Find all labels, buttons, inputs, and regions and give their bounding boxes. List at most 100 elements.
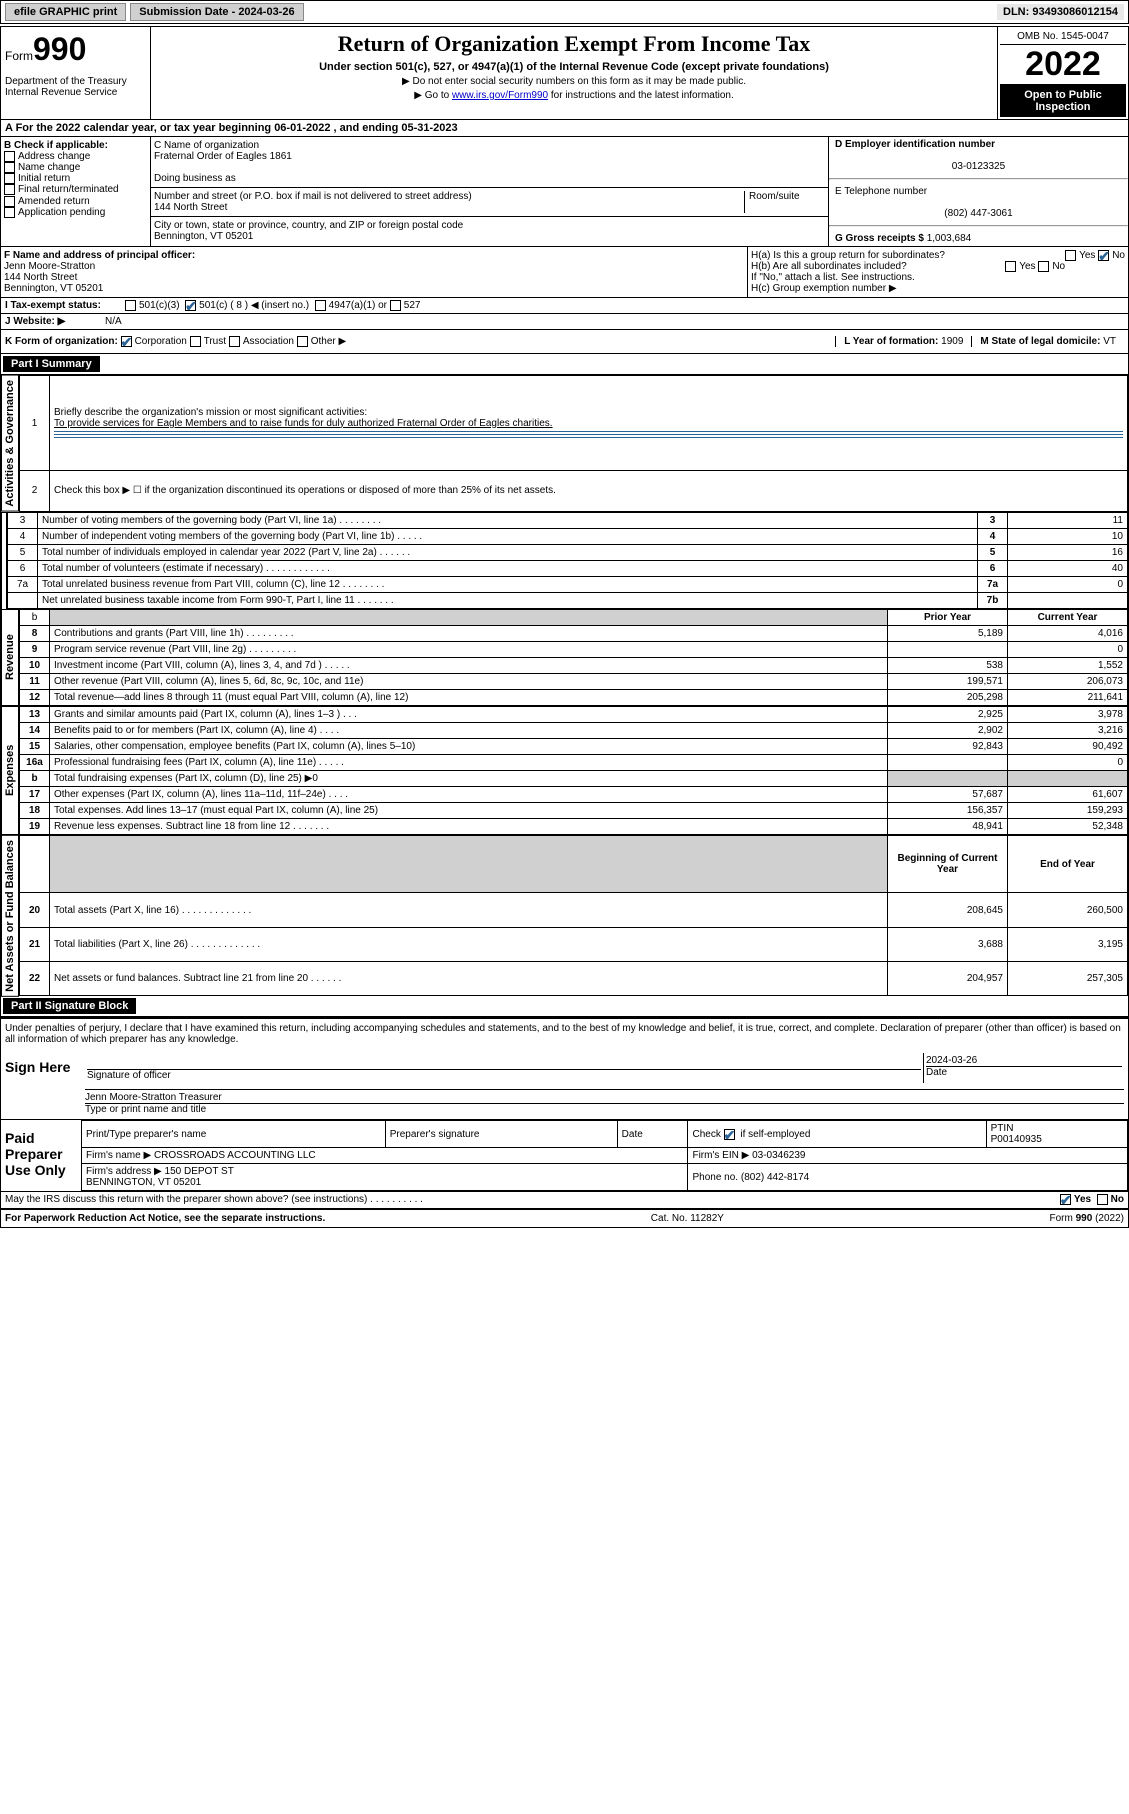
paid-preparer-row: Paid Preparer Use Only Print/Type prepar… bbox=[1, 1120, 1128, 1192]
firm-phone-label: Phone no. bbox=[692, 1172, 738, 1183]
hb-note: If "No," attach a list. See instructions… bbox=[751, 272, 915, 283]
line-num: 17 bbox=[20, 786, 50, 802]
cb-501c3[interactable] bbox=[125, 300, 136, 311]
cb-amended[interactable] bbox=[4, 196, 15, 207]
summary-expenses: Expenses 13 Grants and similar amounts p… bbox=[1, 706, 1128, 835]
line-num: 11 bbox=[20, 673, 50, 689]
cb-final-return[interactable] bbox=[4, 184, 15, 195]
prep-sig-label: Preparer's signature bbox=[385, 1121, 617, 1148]
cell-prior: 199,571 bbox=[888, 673, 1008, 689]
line-1-num: 1 bbox=[20, 376, 50, 471]
firm-name: CROSSROADS ACCOUNTING LLC bbox=[154, 1150, 316, 1161]
summary-revenue: Revenue b Prior Year Current Year 8 Cont… bbox=[1, 609, 1128, 706]
cell-current: 211,641 bbox=[1008, 689, 1128, 705]
cb-4947[interactable] bbox=[315, 300, 326, 311]
org-name: Fraternal Order of Eagles 1861 bbox=[154, 151, 292, 162]
l-val: 1909 bbox=[941, 336, 963, 347]
ptin-cell: PTINP00140935 bbox=[986, 1121, 1127, 1148]
cell-prior: 156,357 bbox=[888, 802, 1008, 818]
discuss-text: May the IRS discuss this return with the… bbox=[5, 1194, 423, 1205]
line-num: 6 bbox=[8, 560, 38, 576]
prep-date-label: Date bbox=[617, 1121, 688, 1148]
cb-527[interactable] bbox=[390, 300, 401, 311]
cb-corp[interactable] bbox=[121, 336, 132, 347]
table-governance: 1 Briefly describe the organization's mi… bbox=[19, 375, 1128, 512]
hc-label: H(c) Group exemption number ▶ bbox=[751, 283, 897, 294]
line-1-desc: Briefly describe the organization's miss… bbox=[50, 376, 1128, 471]
cell-prior: 208,645 bbox=[888, 893, 1008, 927]
table-expenses: 13 Grants and similar amounts paid (Part… bbox=[19, 706, 1128, 835]
addr-value: 144 North Street bbox=[154, 202, 227, 213]
line-val: 11 bbox=[1008, 512, 1128, 528]
cb-501c[interactable] bbox=[185, 300, 196, 311]
cb-ha-yes[interactable] bbox=[1065, 250, 1076, 261]
header-center: Return of Organization Exempt From Incom… bbox=[151, 27, 998, 119]
cb-pending[interactable] bbox=[4, 207, 15, 218]
line-num: 12 bbox=[20, 689, 50, 705]
tax-exempt-row: I Tax-exempt status: 501(c)(3) 501(c) ( … bbox=[1, 298, 1128, 314]
submission-date-button[interactable]: Submission Date - 2024-03-26 bbox=[130, 3, 303, 21]
cb-name-change[interactable] bbox=[4, 162, 15, 173]
vlabel-gov-cont bbox=[1, 512, 7, 609]
info-grid: B Check if applicable: Address change Na… bbox=[1, 137, 1128, 247]
m-label: M State of legal domicile: bbox=[980, 336, 1100, 347]
cell-prior: 538 bbox=[888, 657, 1008, 673]
note2-pre: ▶ Go to bbox=[414, 90, 452, 101]
firm-ein-label: Firm's EIN ▶ bbox=[692, 1150, 749, 1161]
officer-name: Jenn Moore-Stratton bbox=[4, 261, 95, 272]
cb-trust[interactable] bbox=[190, 336, 201, 347]
opt-527: 527 bbox=[404, 300, 421, 311]
cell-current: 1,552 bbox=[1008, 657, 1128, 673]
ptin-label: PTIN bbox=[991, 1123, 1014, 1134]
sign-here-label: Sign Here bbox=[1, 1049, 81, 1119]
line-desc: Net unrelated business taxable income fr… bbox=[38, 592, 978, 608]
period-row: A For the 2022 calendar year, or tax yea… bbox=[1, 120, 1128, 137]
cb-ha-no[interactable] bbox=[1098, 250, 1109, 261]
vlabel-revenue: Revenue bbox=[1, 609, 19, 706]
line-num: 16a bbox=[20, 754, 50, 770]
efile-button[interactable]: efile GRAPHIC print bbox=[5, 3, 126, 21]
cell-shaded bbox=[1008, 770, 1128, 786]
cell-current: 0 bbox=[1008, 754, 1128, 770]
line-2-desc: Check this box ▶ ☐ if the organization d… bbox=[50, 471, 1128, 511]
firm-addr-cell: Firm's address ▶ 150 DEPOT ST BENNINGTON… bbox=[82, 1164, 688, 1191]
form-990-number: 990 bbox=[33, 31, 86, 67]
cell-prior: 2,902 bbox=[888, 722, 1008, 738]
footer-row: For Paperwork Reduction Act Notice, see … bbox=[1, 1209, 1128, 1227]
cell-prior: 57,687 bbox=[888, 786, 1008, 802]
gross-value: 1,003,684 bbox=[927, 233, 972, 244]
opt-amended: Amended return bbox=[18, 196, 90, 207]
form-990-container: Form990 Department of the Treasury Inter… bbox=[0, 26, 1129, 1228]
cell-current: 90,492 bbox=[1008, 738, 1128, 754]
cb-discuss-yes[interactable] bbox=[1060, 1194, 1071, 1205]
firm-ein: 03-0346239 bbox=[752, 1150, 805, 1161]
sig-date-label: Date bbox=[926, 1066, 1122, 1078]
net-hdr-blank bbox=[20, 835, 50, 893]
cb-hb-no[interactable] bbox=[1038, 261, 1049, 272]
officer-addr2: Bennington, VT 05201 bbox=[4, 283, 103, 294]
form-title: Return of Organization Exempt From Incom… bbox=[155, 31, 993, 57]
irs-link[interactable]: www.irs.gov/Form990 bbox=[452, 90, 548, 101]
line-num: 14 bbox=[20, 722, 50, 738]
header-right: OMB No. 1545-0047 2022 Open to Public In… bbox=[998, 27, 1128, 119]
line-num: 20 bbox=[20, 893, 50, 927]
cb-initial-return[interactable] bbox=[4, 173, 15, 184]
cb-assoc[interactable] bbox=[229, 336, 240, 347]
cell-prior: 3,688 bbox=[888, 927, 1008, 961]
hdr-begin: Beginning of Current Year bbox=[888, 835, 1008, 893]
discuss-row: May the IRS discuss this return with the… bbox=[1, 1192, 1128, 1208]
cb-other[interactable] bbox=[297, 336, 308, 347]
declaration-text: Under penalties of perjury, I declare th… bbox=[5, 1023, 1124, 1045]
cb-discuss-no[interactable] bbox=[1097, 1194, 1108, 1205]
cb-address-change[interactable] bbox=[4, 151, 15, 162]
officer-label: F Name and address of principal officer: bbox=[4, 250, 195, 261]
cb-hb-yes[interactable] bbox=[1005, 261, 1016, 272]
line-num: 19 bbox=[20, 818, 50, 834]
line-num: 5 bbox=[8, 544, 38, 560]
prep-self-emp: Check if self-employed bbox=[688, 1121, 986, 1148]
line-val: 16 bbox=[1008, 544, 1128, 560]
cb-self-emp[interactable] bbox=[724, 1129, 735, 1140]
hdr-prior: Prior Year bbox=[888, 609, 1008, 625]
gross-label: G Gross receipts $ bbox=[835, 233, 924, 244]
form-org-row: K Form of organization: Corporation Trus… bbox=[1, 330, 1128, 354]
